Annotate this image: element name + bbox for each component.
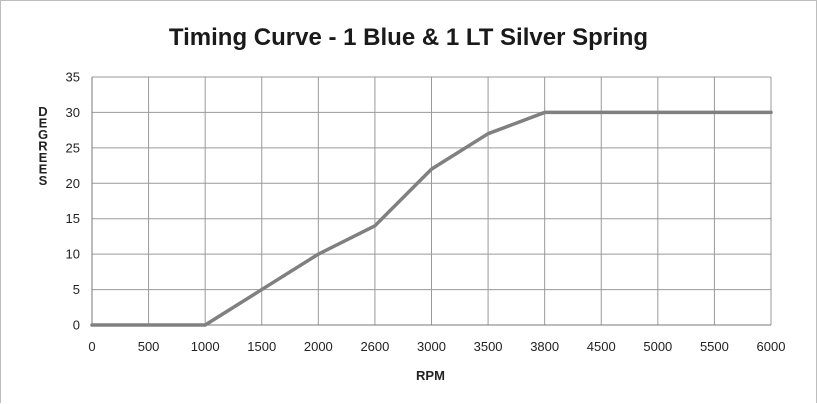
- y-tick-label: 15: [66, 211, 80, 226]
- x-tick-label: 500: [138, 339, 160, 354]
- y-axis-title-letter: S: [39, 173, 48, 188]
- x-tick-label: 0: [88, 339, 95, 354]
- x-tick-label: 3500: [474, 339, 503, 354]
- y-tick-label: 30: [66, 105, 80, 120]
- y-tick-label: 20: [66, 176, 80, 191]
- y-axis-title-letter: E: [39, 162, 48, 177]
- x-axis-title: RPM: [416, 368, 445, 383]
- x-tick-label: 1000: [191, 339, 220, 354]
- y-axis-title-letter: E: [39, 116, 48, 131]
- x-tick-label: 3000: [417, 339, 446, 354]
- y-tick-label: 0: [73, 318, 80, 333]
- x-tick-label: 2600: [360, 339, 389, 354]
- y-axis-title-letter: E: [39, 150, 48, 165]
- x-tick-label: 4500: [587, 339, 616, 354]
- x-tick-label: 2000: [304, 339, 333, 354]
- y-tick-label: 25: [66, 140, 80, 155]
- y-tick-label: 5: [73, 282, 80, 297]
- y-axis-title-letter: R: [38, 139, 48, 154]
- y-tick-label: 35: [66, 70, 80, 85]
- y-axis-title-letter: G: [38, 127, 48, 142]
- x-tick-label: 3800: [530, 339, 559, 354]
- y-tick-label: 10: [66, 247, 80, 262]
- y-axis-title-letter: D: [38, 104, 47, 119]
- chart-title: Timing Curve - 1 Blue & 1 LT Silver Spri…: [168, 24, 649, 51]
- x-tick-label: 5500: [700, 339, 729, 354]
- x-tick-label: 5000: [643, 339, 672, 354]
- x-tick-label: 1500: [247, 339, 276, 354]
- x-tick-label: 6000: [757, 339, 786, 354]
